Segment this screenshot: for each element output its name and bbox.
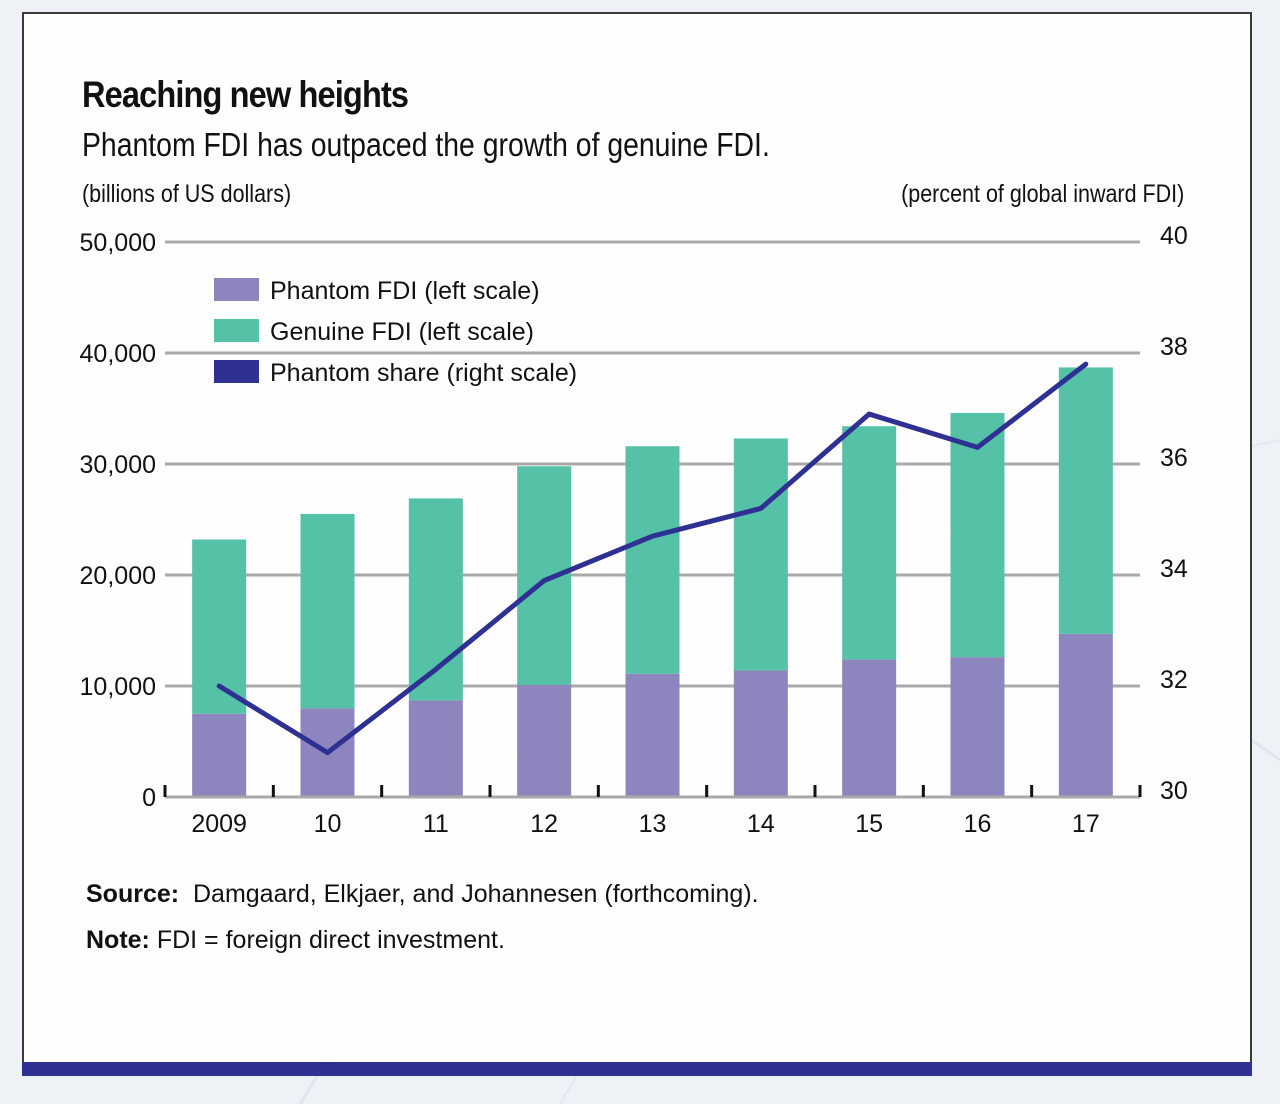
x-tick-label: 2009 [191,810,247,838]
bar-genuine-fdi [950,412,1005,658]
legend-swatch-phantom-fdi [214,278,259,301]
left-tick-label: 30,000 [80,451,156,479]
note: Note: FDI = foreign direct investment. [86,926,505,955]
accent-bar [22,1062,1252,1076]
source-text: Damgaard, Elkjaer, and Johannesen (forth… [193,880,759,908]
chart-subtitle: Phantom FDI has outpaced the growth of g… [82,126,770,163]
note-text: FDI = foreign direct investment. [156,926,505,954]
source-note: Source: Damgaard, Elkjaer, and Johannese… [86,880,759,909]
bar-phantom-fdi [1058,633,1113,797]
legend-label: Genuine FDI (left scale) [270,318,534,346]
bar-phantom-fdi [625,673,680,797]
left-tick-label: 50,000 [80,229,156,257]
legend-swatch-phantom-share [214,360,259,383]
series-line-phantom-share [216,361,1089,756]
bar-genuine-fdi [517,466,572,685]
bar-genuine-fdi [842,426,897,660]
x-tick-label: 12 [530,810,558,838]
left-axis-unit: (billions of US dollars) [82,180,292,208]
x-tick-label: 16 [964,810,992,838]
bar-phantom-fdi [842,659,897,797]
chart-title: Reaching new heights [82,74,409,115]
bar-genuine-fdi [1058,367,1113,634]
left-tick-label: 40,000 [80,340,156,368]
note-label: Note: [86,926,150,954]
right-tick-label: 30 [1160,777,1188,805]
bar-phantom-fdi [733,670,788,797]
legend-label: Phantom share (right scale) [270,359,577,387]
source-label: Source: [86,880,180,908]
bar-genuine-fdi [300,513,355,709]
bar-genuine-fdi [733,438,788,671]
x-tick-label: 14 [747,810,775,838]
bar-phantom-fdi [950,657,1005,797]
right-tick-label: 40 [1160,222,1188,250]
right-tick-label: 34 [1160,555,1188,583]
bar-genuine-fdi [625,446,680,674]
left-tick-label: 0 [142,784,156,812]
x-tick-label: 17 [1072,810,1100,838]
right-tick-label: 36 [1160,444,1188,472]
right-tick-label: 32 [1160,666,1188,694]
x-tick-label: 10 [314,810,342,838]
x-tick-label: 13 [639,810,667,838]
legend-label: Phantom FDI (left scale) [270,277,540,305]
x-tick-label: 11 [423,810,449,838]
right-tick-label: 38 [1160,333,1188,361]
x-tick-label: 15 [855,810,883,838]
legend-swatch-genuine-fdi [214,319,259,342]
bar-phantom-fdi [408,700,463,797]
left-tick-label: 20,000 [80,562,156,590]
right-axis-unit: (percent of global inward FDI) [900,180,1184,208]
left-tick-label: 10,000 [80,673,156,701]
bar-phantom-fdi [517,684,572,797]
bar-phantom-fdi [192,713,247,797]
